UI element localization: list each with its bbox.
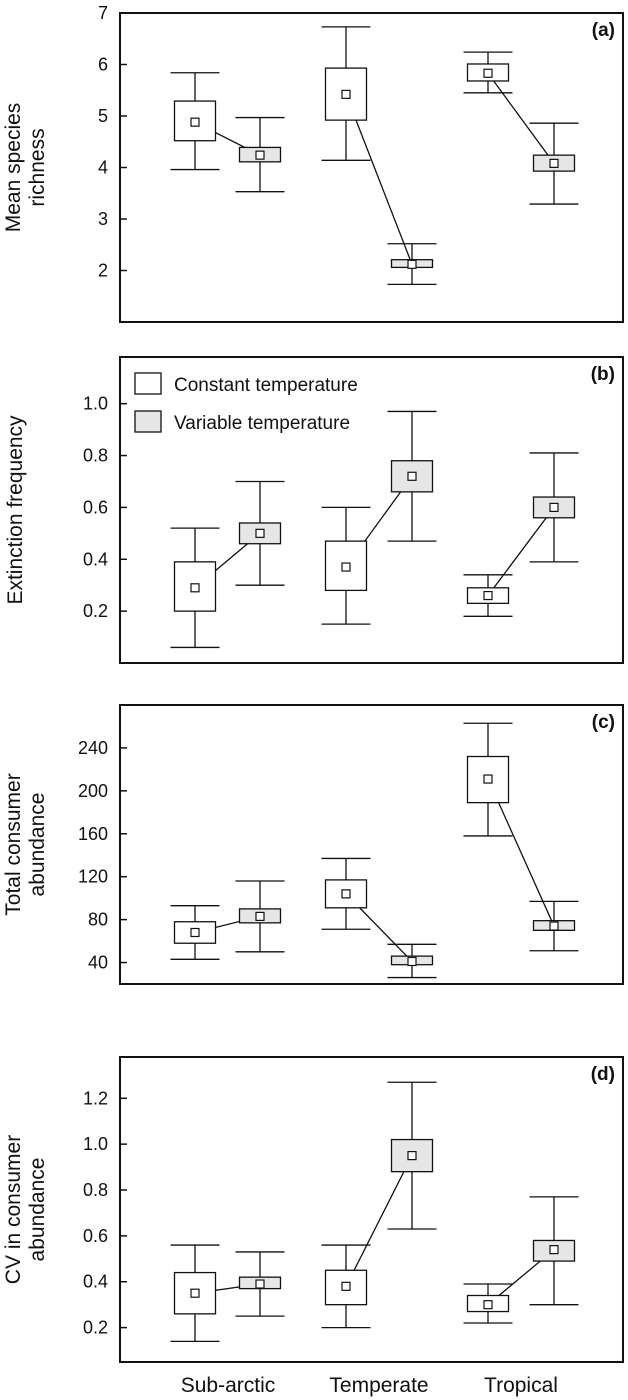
y-tick-label: 0.6 [83, 1226, 108, 1246]
variable-mean-marker [407, 1151, 417, 1161]
y-tick-label: 7 [98, 3, 108, 23]
y-axis-label: abundance [26, 793, 49, 897]
y-tick-label: 0.6 [83, 497, 108, 517]
y-tick-label: 0.8 [83, 1180, 108, 1200]
variable-mean-marker [255, 1279, 265, 1289]
constant-mean-marker [190, 927, 200, 938]
variable-mean-marker [255, 150, 265, 160]
legend-swatch-constant [134, 372, 162, 395]
panel-d: 0.2 0.4 0.6 0.8 1.0 1.2 CV in consumer abundanc… [2, 1056, 624, 1363]
y-axis-label: Total consumer [2, 773, 25, 915]
constant-box [324, 879, 368, 909]
constant-mean-marker [483, 68, 493, 78]
constant-mean-marker [341, 889, 351, 899]
legend-swatch-variable [134, 410, 162, 433]
mean-connector-line [487, 507, 555, 596]
y-tick-label: 120 [78, 867, 108, 887]
y-tick-label: 200 [78, 781, 108, 801]
legend-label-constant: Constant temperature [174, 375, 358, 396]
panel-a: 2 3 4 5 6 7 Mean species richness (a) [2, 3, 624, 323]
plot-frame [119, 356, 624, 664]
panel-label: (b) [591, 364, 615, 385]
variable-mean-marker [407, 259, 417, 269]
variable-mean-marker [255, 911, 265, 921]
constant-mean-marker [483, 590, 493, 601]
constant-mean-marker [341, 89, 351, 99]
y-axis-label: Extinction frequency [4, 415, 27, 605]
constant-mean-marker [190, 583, 200, 593]
y-tick-label: 160 [78, 824, 108, 844]
y-tick-label: 4 [98, 158, 108, 178]
panel-label: (c) [592, 712, 615, 733]
y-tick-label: 1.2 [83, 1088, 108, 1108]
plot-frame [119, 1056, 624, 1363]
plot-frame [119, 704, 624, 985]
variable-mean-marker [549, 502, 559, 513]
constant-mean-marker [341, 562, 351, 572]
constant-box [324, 1269, 368, 1306]
mean-connector-line [345, 94, 413, 265]
constant-mean-marker [190, 117, 200, 127]
y-tick-label: 1.0 [83, 1134, 108, 1154]
y-tick-label: 1.0 [83, 394, 108, 414]
constant-mean-marker [483, 774, 493, 784]
constant-mean-marker [190, 1288, 200, 1298]
variable-mean-marker [407, 956, 417, 967]
panel-label: (a) [592, 20, 615, 41]
y-tick-label: 3 [98, 209, 108, 229]
y-tick-label: 6 [98, 55, 108, 75]
constant-mean-marker [341, 1281, 351, 1291]
y-axis-label: richness [26, 128, 49, 206]
y-axis-label: CV in consumer [2, 1135, 25, 1284]
x-category-label: Sub-arctic [181, 1374, 276, 1397]
y-tick-label: 0.8 [83, 446, 108, 466]
y-tick-label: 40 [88, 953, 108, 973]
variable-mean-marker [407, 471, 417, 481]
legend: Constant temperature Variable temperature [134, 372, 358, 434]
y-tick-label: 2 [98, 261, 108, 281]
variable-mean-marker [255, 528, 265, 538]
variable-mean-marker [549, 921, 559, 931]
y-axis-label: abundance [26, 1158, 49, 1262]
y-tick-label: 80 [88, 910, 108, 930]
variable-mean-marker [549, 158, 559, 168]
y-tick-label: 0.2 [83, 1318, 108, 1338]
y-tick-label: 0.2 [83, 601, 108, 621]
y-axis-label: Mean species [2, 103, 25, 233]
constant-mean-marker [483, 1300, 493, 1310]
mean-connector-line [345, 1155, 413, 1287]
panel-c: 40 80 120 160 200 240 Total consumer abundance (… [2, 704, 624, 985]
y-tick-label: 0.4 [83, 1272, 108, 1292]
y-tick-label: 5 [98, 106, 108, 126]
x-category-label: Temperate [329, 1374, 428, 1397]
y-tick-label: 240 [78, 738, 108, 758]
variable-mean-marker [549, 1245, 559, 1255]
y-tick-label: 0.4 [83, 549, 108, 569]
panel-b: 0.2 0.4 0.6 0.8 1.0 Extinction frequency (b) Co… [4, 356, 624, 664]
mean-connector-line [487, 72, 555, 164]
x-category-label: Tropical [484, 1374, 558, 1397]
legend-label-variable: Variable temperature [174, 413, 350, 434]
panel-label: (d) [591, 1064, 615, 1085]
